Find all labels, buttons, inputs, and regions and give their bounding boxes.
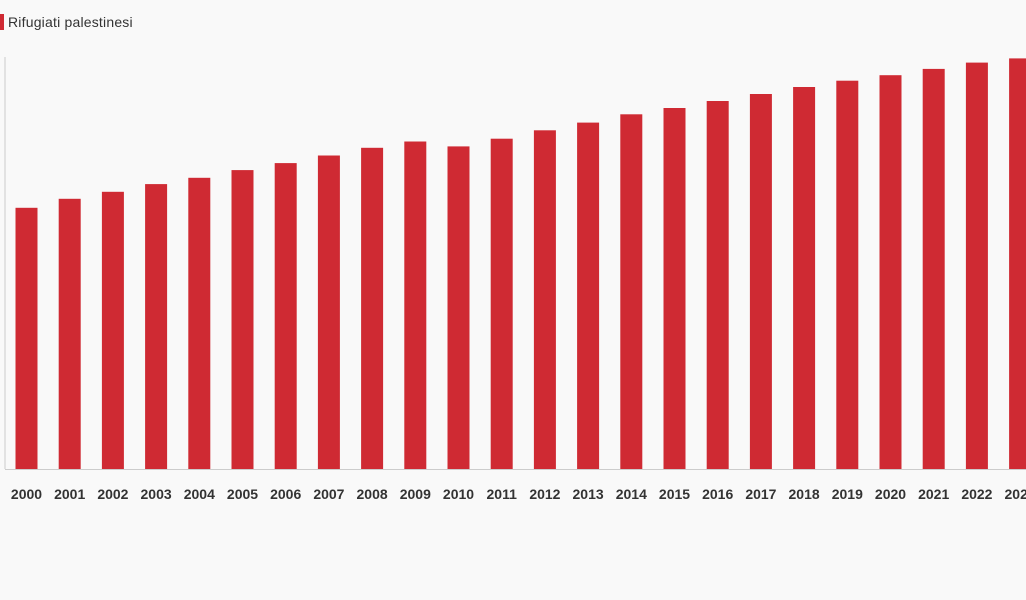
bar-2013	[577, 122, 600, 469]
legend-label: Rifugiati palestinesi	[8, 14, 133, 30]
x-tick-labels: 2000 2001 2002 2003 2004 2005 2006 2007 2008 2009…	[11, 486, 1026, 502]
bar-2008	[361, 147, 384, 470]
x-tick-label-2019: 2019	[832, 486, 863, 502]
x-tick-label-2015: 2015	[659, 486, 690, 502]
bar-2003	[145, 184, 168, 469]
bar-2009	[404, 141, 427, 469]
x-tick-label-2011: 2011	[487, 486, 518, 502]
bar-2011	[490, 138, 513, 469]
bar-2012	[533, 130, 556, 470]
x-tick-label-2022: 2022	[961, 486, 992, 502]
bar-2001	[58, 198, 81, 470]
bar-2007	[317, 155, 340, 469]
x-tick-label-2020: 2020	[875, 486, 906, 502]
bar-2014	[620, 114, 643, 470]
bar-2005	[231, 170, 254, 469]
bar-2017	[749, 94, 772, 469]
bar-2002	[101, 191, 124, 470]
x-tick-label-2009: 2009	[400, 486, 431, 502]
x-tick-label-2012: 2012	[529, 486, 560, 502]
x-tick-label-2016: 2016	[702, 486, 733, 502]
x-tick-label-2014: 2014	[616, 486, 647, 502]
chart-legend: Rifugiati palestinesi	[0, 13, 133, 31]
x-tick-label-2008: 2008	[357, 486, 388, 502]
bar-2004	[188, 177, 211, 470]
x-tick-label-2006: 2006	[270, 486, 301, 502]
bar-2022	[965, 62, 988, 469]
bar-2020	[879, 75, 902, 469]
x-tick-label-2004: 2004	[184, 486, 215, 502]
x-tick-label-2002: 2002	[97, 486, 128, 502]
x-tick-label-2003: 2003	[141, 486, 172, 502]
x-tick-label-2018: 2018	[789, 486, 820, 502]
bar-2018	[793, 87, 816, 469]
bar-2021	[922, 68, 945, 470]
bar-2016	[706, 101, 729, 469]
x-tick-label-2010: 2010	[443, 486, 474, 502]
bar-2023	[1009, 58, 1026, 470]
legend-swatch	[0, 14, 4, 30]
x-tick-label-2013: 2013	[573, 486, 604, 502]
bar-2006	[274, 163, 297, 469]
bars-group	[15, 58, 1026, 470]
x-tick-label-2001: 2001	[54, 486, 85, 502]
bar-2000	[15, 207, 38, 470]
x-tick-label-2023: 2023	[1005, 486, 1026, 502]
x-tick-label-2021: 2021	[918, 486, 949, 502]
bar-2019	[836, 80, 859, 469]
x-tick-label-2000: 2000	[11, 486, 42, 502]
x-tick-label-2005: 2005	[227, 486, 258, 502]
bar-2015	[663, 108, 686, 469]
x-tick-label-2007: 2007	[313, 486, 344, 502]
bar-2010	[447, 146, 470, 469]
x-tick-label-2017: 2017	[745, 486, 776, 502]
